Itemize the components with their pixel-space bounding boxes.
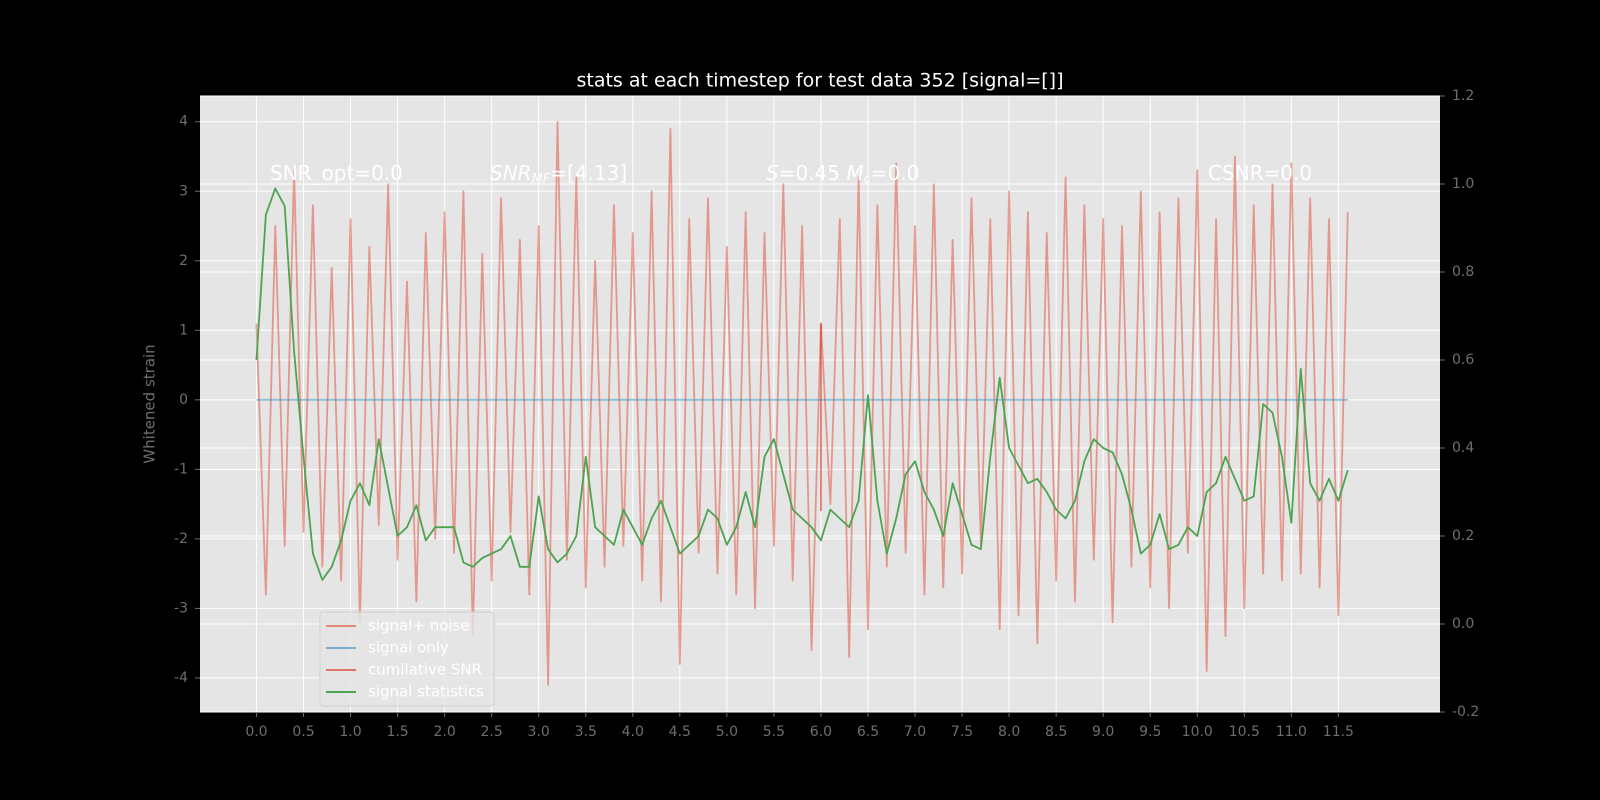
legend-label: signal only — [368, 639, 449, 657]
x-tick-label: 5.5 — [763, 724, 785, 740]
y-tick-label: 0 — [179, 392, 188, 408]
legend-label: signal+ noise — [368, 617, 470, 635]
x-tick-label: 2.5 — [481, 724, 503, 740]
x-tick-label: 6.0 — [810, 724, 832, 740]
y-tick-label: -1 — [174, 461, 188, 477]
y2-tick-label: 0.8 — [1452, 264, 1474, 280]
x-tick-label: 1.5 — [386, 724, 408, 740]
x-tick-label: 4.5 — [669, 724, 691, 740]
series-line — [255, 120, 1349, 686]
annotation-part: c — [864, 172, 871, 187]
legend-label: cumilative SNR — [368, 661, 482, 679]
annotation-part: CSNR=0.0 — [1208, 161, 1312, 185]
x-tick-label: 9.0 — [1092, 724, 1114, 740]
annotation: SNR_opt=0.0 — [270, 161, 403, 185]
x-tick-label: 11.5 — [1323, 724, 1354, 740]
x-tick-label: 1.0 — [339, 724, 361, 740]
x-tick-label: 9.5 — [1139, 724, 1161, 740]
annotation-part: SNR — [490, 161, 532, 185]
legend: signal+ noise signal only cumilative SNR si… — [319, 611, 495, 707]
x-tick-label: 7.0 — [904, 724, 926, 740]
chart-title: stats at each timestep for test data 352… — [576, 70, 1063, 92]
x-tick-label: 10.0 — [1182, 724, 1213, 740]
y2-tick-label: -0.2 — [1452, 704, 1479, 720]
y-tick-label: 1 — [179, 322, 188, 338]
annotation-part: S — [766, 161, 779, 185]
y-tick-label: -4 — [174, 670, 188, 686]
annotation: SNRMF=[4.13] — [490, 161, 627, 187]
x-tick-label: 7.5 — [951, 724, 973, 740]
y2-tick-label: 1.2 — [1452, 88, 1474, 104]
x-tick-label: 4.0 — [622, 724, 644, 740]
annotation: S=0.45 Mc=0.0 — [766, 161, 919, 187]
x-tick-label: 8.0 — [998, 724, 1020, 740]
x-tick-label: 11.0 — [1276, 724, 1307, 740]
annotations: SNR_opt=0.0 SNRMF=[4.13] S=0.45 Mc=0.0 CSNR… — [270, 161, 1312, 187]
y2-tick-label: 0.4 — [1452, 440, 1474, 456]
series-line — [255, 187, 1349, 581]
annotation-part: M — [846, 161, 863, 185]
y2-tick-label: 0.2 — [1452, 528, 1474, 544]
y-tick-label: -2 — [174, 531, 188, 547]
annotation: CSNR=0.0 — [1208, 161, 1312, 185]
x-tick-label: 8.5 — [1045, 724, 1067, 740]
annotation-part: =0.0 — [871, 161, 920, 185]
y-axis-label: Whitened strain — [141, 344, 159, 463]
ticks: 0.0 0.5 1.0 1.5 2.0 2.5 3.0 3.5 4.0 4.5 5.0 5.5 6.0 6… — [174, 88, 1479, 740]
x-tick-label: 5.0 — [716, 724, 738, 740]
y-tick-label: 3 — [179, 183, 188, 199]
x-tick-label: 0.0 — [245, 724, 267, 740]
annotation-part: =[4.13] — [550, 161, 627, 185]
x-tick-label: 3.5 — [575, 724, 597, 740]
y2-tick-label: 0.0 — [1452, 616, 1474, 632]
annotation-part: MF — [532, 172, 551, 187]
y-tick-label: 4 — [179, 114, 188, 130]
x-tick-label: 3.0 — [528, 724, 550, 740]
annotation-part: =0.45 — [779, 161, 847, 185]
y-tick-label: -3 — [174, 600, 188, 616]
marks — [255, 120, 1349, 686]
legend-box — [319, 611, 495, 707]
x-tick-label: 6.5 — [857, 724, 879, 740]
x-tick-label: 0.5 — [292, 724, 314, 740]
x-tick-label: 10.5 — [1229, 724, 1260, 740]
legend-label: signal statistics — [368, 683, 484, 701]
y2-tick-label: 1.0 — [1452, 176, 1474, 192]
x-tick-label: 2.0 — [433, 724, 455, 740]
y2-tick-label: 0.6 — [1452, 352, 1474, 368]
y-tick-label: 2 — [179, 253, 188, 269]
annotation-part: SNR_opt=0.0 — [270, 161, 403, 185]
